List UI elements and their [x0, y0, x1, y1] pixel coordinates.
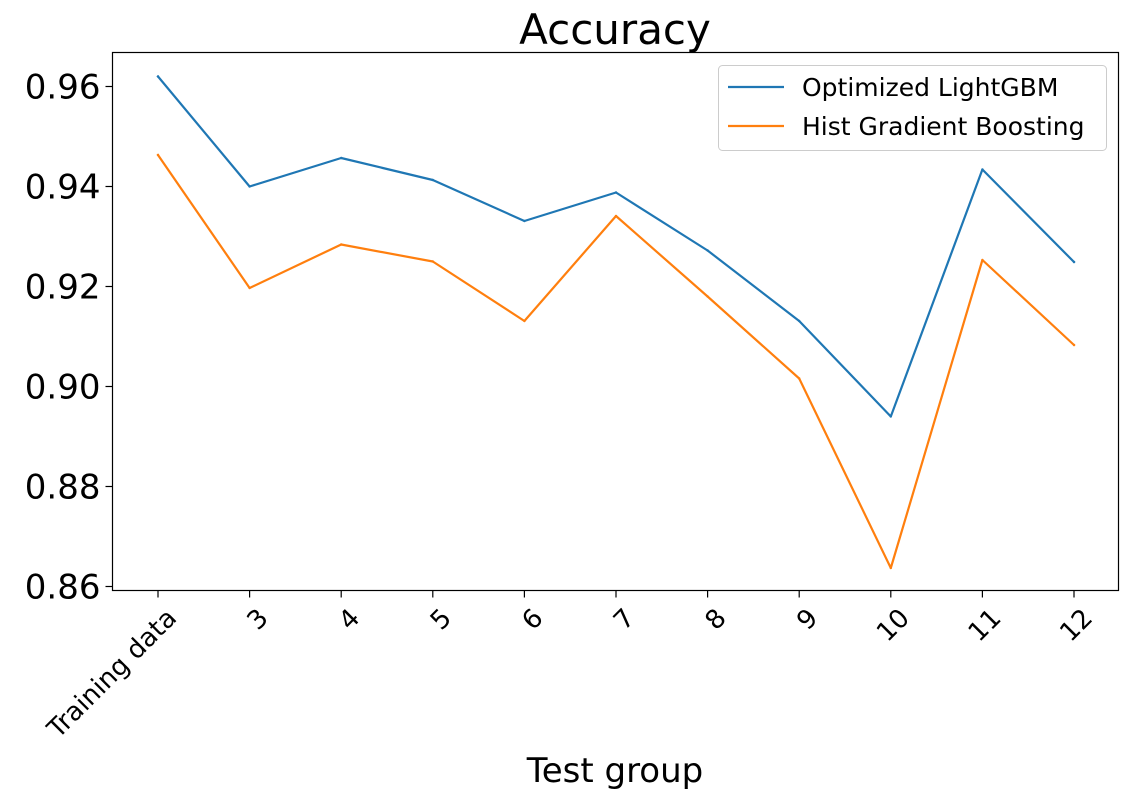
legend-label: Optimized LightGBM [802, 73, 1058, 102]
series-1-point [889, 415, 892, 418]
y-tick-label: 0.94 [25, 168, 101, 208]
chart-title: Accuracy [519, 5, 711, 54]
series-1-point [1072, 260, 1076, 264]
series-2-point [431, 260, 434, 263]
y-tick-label: 0.92 [25, 268, 101, 308]
series-lines [156, 74, 1076, 570]
y-tick-label: 0.88 [25, 468, 101, 508]
legend: Optimized LightGBM Hist Gradient Boosting [718, 65, 1107, 151]
series-2-point [248, 286, 251, 290]
series-2-point [1072, 343, 1076, 347]
series-1-point [981, 168, 984, 171]
y-tick-label: 0.86 [25, 568, 101, 608]
series-1-point [798, 319, 801, 323]
series-2-point [798, 377, 801, 380]
series-1-point [614, 191, 618, 194]
y-tick-label: 0.96 [25, 68, 101, 108]
series-2-point [981, 258, 984, 262]
series-1-point [248, 185, 251, 188]
series-2-point [156, 153, 160, 157]
series-2-point [706, 295, 709, 298]
y-tick-label: 0.90 [25, 368, 101, 408]
series-2-point [614, 214, 618, 218]
series-2-point [523, 319, 526, 323]
series-1-point [431, 178, 434, 182]
x-axis-label: Test group [526, 751, 704, 791]
plot-area-frame [111, 51, 1120, 592]
series-1-point [706, 249, 709, 252]
legend-label: Hist Gradient Boosting [802, 112, 1085, 141]
y-axis-ticks: 0.86 0.88 0.90 0.92 0.94 0.96 [25, 68, 113, 608]
series-1-point [523, 219, 526, 223]
series-2-point [340, 243, 343, 246]
series-1-point [340, 156, 343, 160]
series-1-point [156, 75, 160, 78]
series-2-point [889, 566, 892, 570]
legend-box [718, 65, 1107, 151]
